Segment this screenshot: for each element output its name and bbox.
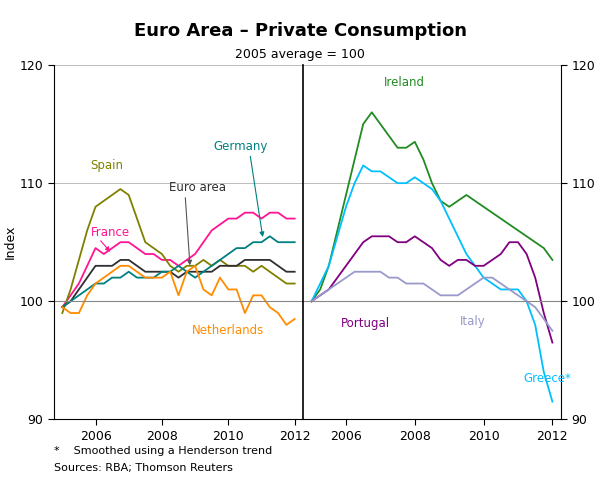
Text: Germany: Germany [214, 140, 268, 153]
Text: Ireland: Ireland [384, 76, 425, 89]
Text: Euro area: Euro area [169, 181, 226, 194]
Text: Spain: Spain [91, 159, 124, 172]
Text: Italy: Italy [460, 315, 485, 328]
Text: Sources: RBA; Thomson Reuters: Sources: RBA; Thomson Reuters [54, 463, 233, 473]
Text: Netherlands: Netherlands [192, 324, 264, 337]
Y-axis label: Index: Index [4, 225, 17, 259]
Text: 2005 average = 100: 2005 average = 100 [235, 48, 365, 61]
Text: *    Smoothed using a Henderson trend: * Smoothed using a Henderson trend [54, 446, 272, 456]
Text: France: France [91, 227, 130, 239]
Text: Portugal: Portugal [341, 317, 390, 330]
Text: Greece*: Greece* [523, 372, 571, 385]
Text: Euro Area – Private Consumption: Euro Area – Private Consumption [133, 22, 467, 40]
